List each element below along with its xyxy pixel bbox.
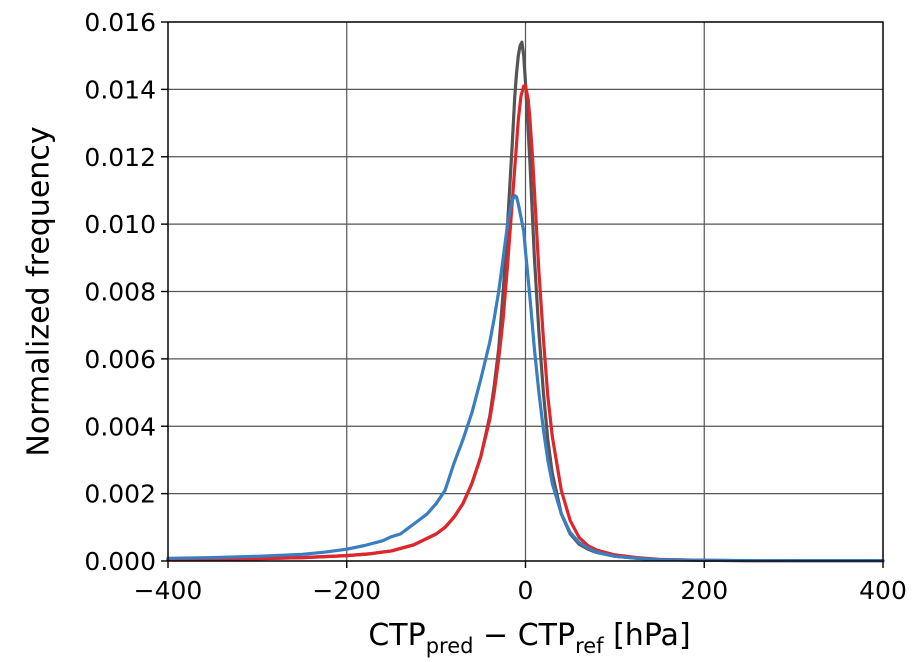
x-label-main2: CTP (518, 618, 575, 653)
x-tick-label: 200 (680, 576, 728, 605)
y-tick-label: 0.002 (84, 480, 156, 509)
y-axis-label: Normalized frequency (22, 126, 57, 456)
x-label-main: CTP (368, 618, 425, 653)
x-label-unit: [hPa] (604, 618, 691, 653)
series-line-1 (166, 84, 885, 563)
x-tick-label: −200 (312, 576, 381, 605)
y-tick-label: 0.000 (84, 547, 156, 576)
x-label-op: − (473, 618, 517, 653)
y-tick-label: 0.014 (84, 75, 156, 104)
x-label-sub2: ref (575, 634, 604, 658)
series-layer (166, 40, 885, 563)
y-tick-label: 0.008 (84, 278, 156, 307)
y-tick-label: 0.016 (84, 8, 156, 37)
y-tick-label: 0.004 (84, 412, 156, 441)
ticks: −400 −200 0 200 400 0.000 0.002 0.004 0.006 0.008… (84, 8, 906, 605)
y-tick-label: 0.006 (84, 345, 156, 374)
x-label-sub1: pred (426, 634, 474, 658)
y-tick-label: 0.012 (84, 143, 156, 172)
series-line-2 (166, 193, 885, 563)
x-tick-label: −400 (134, 576, 203, 605)
y-tick-label: 0.010 (84, 210, 156, 239)
x-tick-label: 400 (859, 576, 907, 605)
x-axis-label: CTPpred − CTPref [hPa] (368, 618, 690, 658)
x-tick-label: 0 (518, 576, 534, 605)
